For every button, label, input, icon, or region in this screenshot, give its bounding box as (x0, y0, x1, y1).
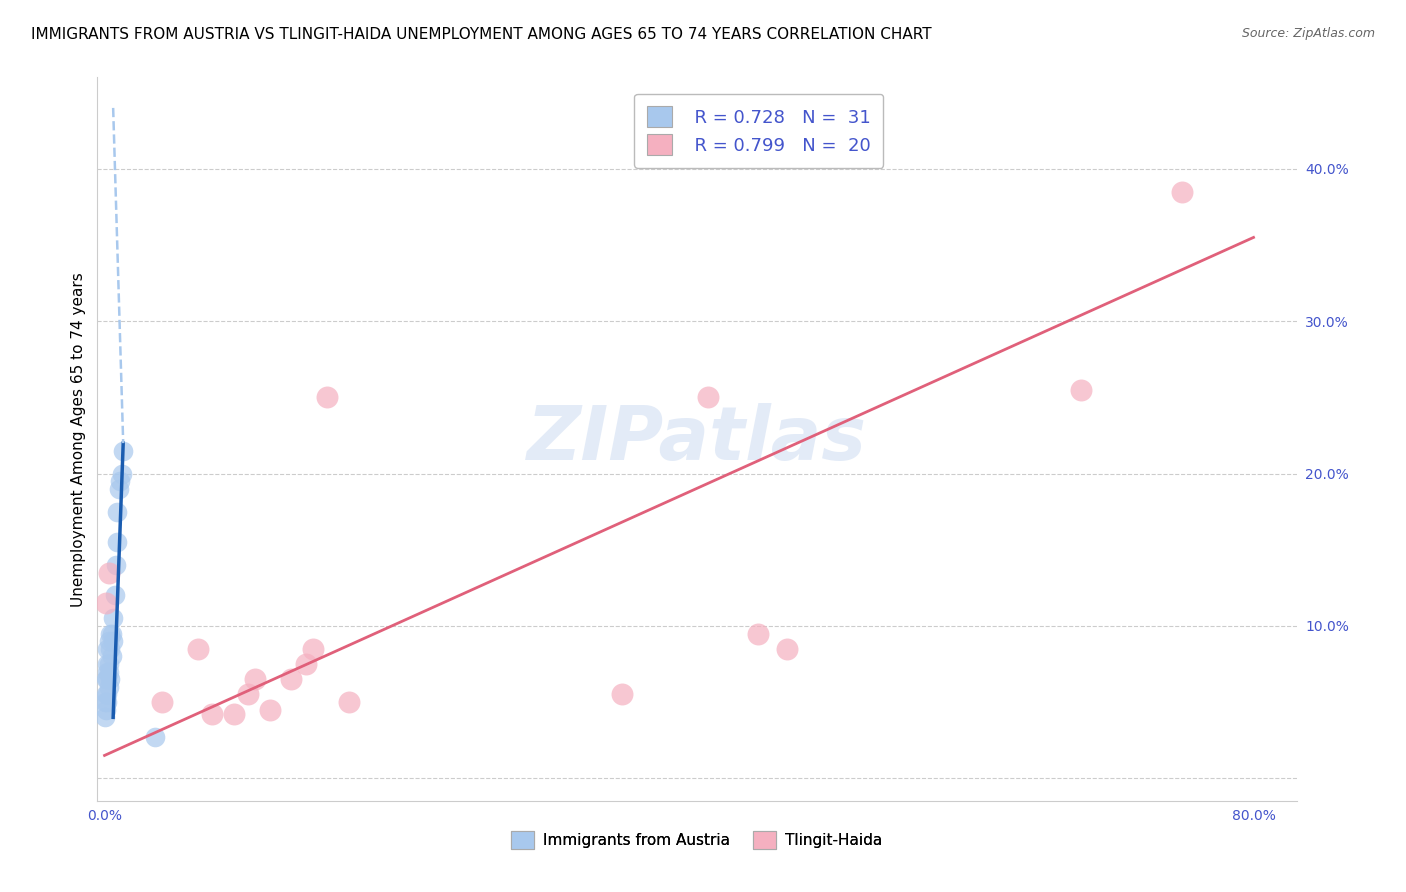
Point (101, 611, 124, 625)
Point (100, 626, 122, 640)
Point (294, 657, 316, 671)
Point (94, 703, 117, 717)
Point (97, 634, 120, 648)
Point (96, 688, 118, 702)
Point (97, 665, 120, 679)
Point (103, 589, 125, 603)
Point (96, 673, 118, 687)
Point (100, 649, 122, 664)
Text: IMMIGRANTS FROM AUSTRIA VS TLINGIT-HAIDA UNEMPLOYMENT AMONG AGES 65 TO 74 YEARS : IMMIGRANTS FROM AUSTRIA VS TLINGIT-HAIDA… (31, 27, 932, 42)
Point (776, 641, 799, 656)
Point (98, 673, 121, 687)
Point (108, 482, 131, 496)
Point (107, 535, 129, 549)
Point (101, 634, 124, 648)
Point (105, 558, 128, 572)
Point (222, 707, 245, 722)
Point (316, 391, 339, 405)
Point (96, 695, 118, 709)
Point (201, 707, 224, 722)
Point (96, 641, 118, 656)
Point (747, 626, 769, 640)
Point (1170, 185, 1192, 199)
Text: ZIPatlas: ZIPatlas (527, 403, 868, 475)
Point (97, 680, 120, 694)
Point (245, 673, 267, 687)
Legend: Immigrants from Austria, Tlingit-Haida: Immigrants from Austria, Tlingit-Haida (505, 825, 889, 855)
Point (610, 688, 633, 702)
Point (94, 673, 117, 687)
Point (94, 688, 117, 702)
Point (98, 626, 121, 640)
Point (110, 474, 132, 488)
Point (143, 730, 166, 744)
Text: Source: ZipAtlas.com: Source: ZipAtlas.com (1241, 27, 1375, 40)
Point (1070, 383, 1092, 397)
Y-axis label: Unemployment Among Ages 65 to 74 years: Unemployment Among Ages 65 to 74 years (72, 272, 86, 607)
Point (187, 641, 209, 656)
Point (94, 695, 117, 709)
Point (94, 710, 117, 724)
Point (280, 673, 302, 687)
Point (112, 443, 135, 458)
Point (98, 641, 121, 656)
Point (337, 695, 360, 709)
Point (96, 665, 118, 679)
Point (150, 695, 173, 709)
Point (107, 505, 129, 519)
Point (696, 391, 718, 405)
Point (96, 657, 118, 671)
Point (259, 703, 281, 717)
Point (301, 641, 323, 656)
Point (94, 596, 117, 610)
Point (111, 467, 134, 481)
Point (97, 657, 120, 671)
Point (97, 566, 120, 580)
Point (236, 688, 259, 702)
